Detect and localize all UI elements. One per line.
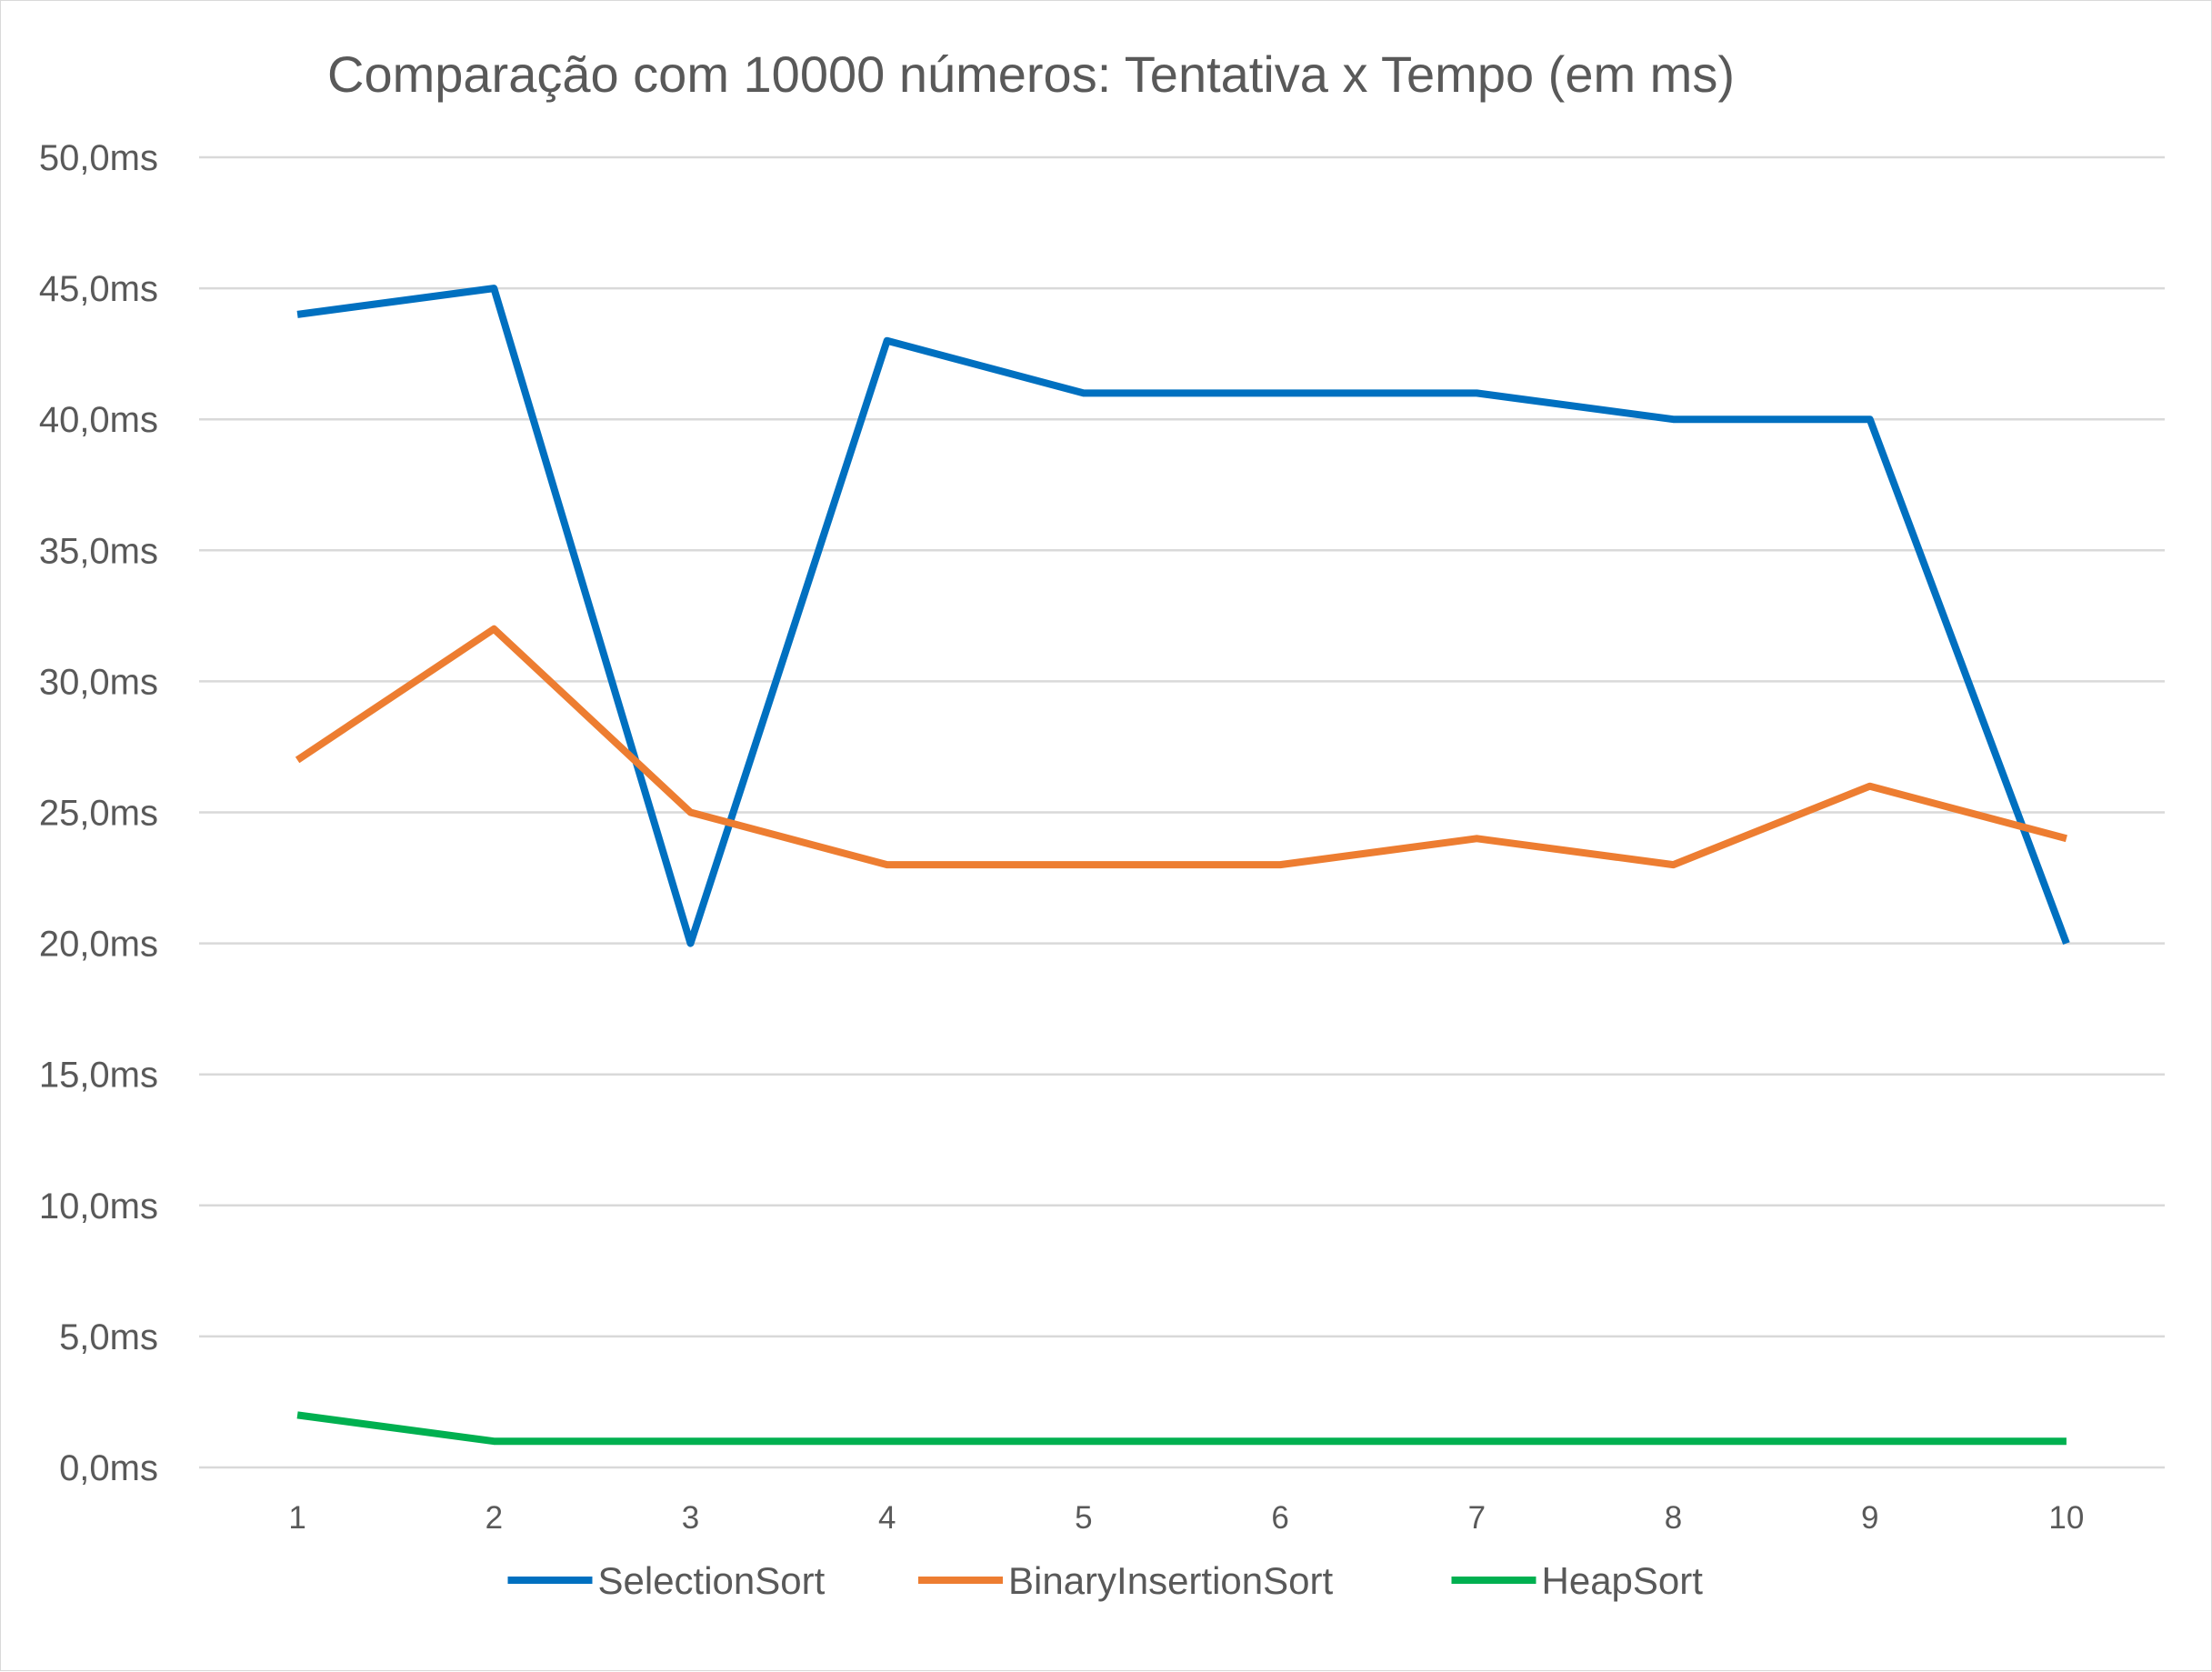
y-tick-label: 25,0ms — [39, 794, 158, 834]
y-tick-label: 20,0ms — [39, 925, 158, 965]
y-tick-label: 30,0ms — [39, 662, 158, 702]
chart-title: Comparação com 10000 números: Tentativa … — [327, 45, 1735, 103]
x-tick-label: 1 — [288, 1500, 305, 1536]
legend-label: SelectionSort — [598, 1559, 826, 1602]
y-tick-label: 35,0ms — [39, 531, 158, 571]
series-lines — [295, 285, 2070, 1446]
x-tick-label: 8 — [1665, 1500, 1682, 1536]
y-tick-label: 5,0ms — [59, 1317, 158, 1357]
x-tick-label: 7 — [1468, 1500, 1486, 1536]
series-line-selectionsort — [296, 285, 2070, 947]
x-tick-label: 3 — [682, 1500, 699, 1536]
y-axis-ticks: 0,0ms 5,0ms 10,0ms 15,0ms 20,0ms 25,0ms 30,0ms… — [39, 138, 158, 1488]
x-tick-label: 2 — [485, 1500, 503, 1536]
series-line-binaryinsertionsort — [295, 625, 2067, 869]
x-tick-label: 6 — [1271, 1500, 1288, 1536]
y-tick-label: 0,0ms — [59, 1448, 158, 1488]
series-line-heapsort — [296, 1411, 2067, 1446]
y-tick-label: 50,0ms — [39, 138, 158, 178]
legend-label: BinaryInsertionSort — [1008, 1559, 1333, 1602]
x-tick-label: 4 — [878, 1500, 896, 1536]
y-tick-label: 45,0ms — [39, 269, 158, 309]
legend-item-heapsort: HeapSort — [1451, 1559, 1704, 1602]
x-axis-ticks: 1 2 3 4 5 6 7 8 9 10 — [288, 1500, 2084, 1536]
legend-item-selectionsort: SelectionSort — [507, 1559, 826, 1602]
y-tick-label: 15,0ms — [39, 1056, 158, 1096]
y-tick-label: 40,0ms — [39, 400, 158, 440]
legend-item-binaryinsertionsort: BinaryInsertionSort — [918, 1559, 1333, 1602]
x-tick-label: 9 — [1861, 1500, 1878, 1536]
legend: SelectionSort BinaryInsertionSort HeapSort — [507, 1559, 1704, 1602]
x-tick-label: 10 — [2048, 1500, 2084, 1536]
x-tick-label: 5 — [1075, 1500, 1092, 1536]
y-tick-label: 10,0ms — [39, 1186, 158, 1226]
legend-label: HeapSort — [1542, 1559, 1704, 1602]
gridlines — [199, 155, 2165, 1469]
